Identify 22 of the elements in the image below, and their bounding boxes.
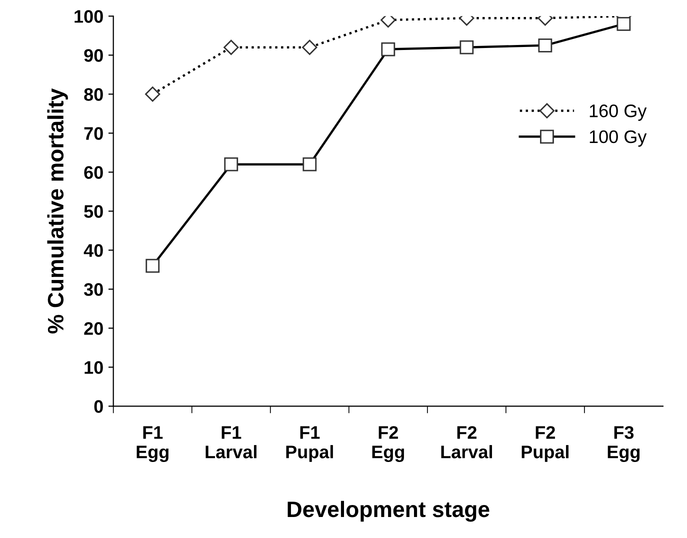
y-tick-label: 30	[84, 283, 103, 296]
y-tick-label: 100	[74, 10, 103, 23]
x-axis-title: Development stage	[288, 500, 490, 522]
y-tick-label: 60	[84, 166, 103, 179]
x-tick-label: F1 Egg	[136, 426, 168, 462]
x-tick-label: F2 Larval	[441, 426, 492, 458]
y-tick-label: 40	[84, 244, 103, 257]
legend-label: 100 Gy	[590, 130, 647, 147]
y-tick-label: 0	[94, 400, 103, 413]
y-tick-label: 70	[84, 127, 103, 140]
y-tick-label: 50	[84, 205, 103, 218]
y-tick-label: 90	[84, 49, 103, 62]
y-tick-label: 80	[84, 88, 103, 101]
x-tick-label: F1 Pupal	[286, 426, 333, 462]
x-tick-label: F2 Pupal	[522, 426, 568, 462]
x-tick-label: F2 Egg	[372, 426, 404, 462]
x-tick-label: F1 Larval	[206, 426, 256, 458]
y-axis-title: % Cumulative mortality	[47, 88, 68, 334]
legend-label: 160 Gy	[590, 104, 647, 121]
y-tick-label: 10	[84, 361, 103, 374]
x-tick-label: F3 Egg	[608, 426, 640, 462]
y-tick-label: 20	[84, 322, 103, 335]
